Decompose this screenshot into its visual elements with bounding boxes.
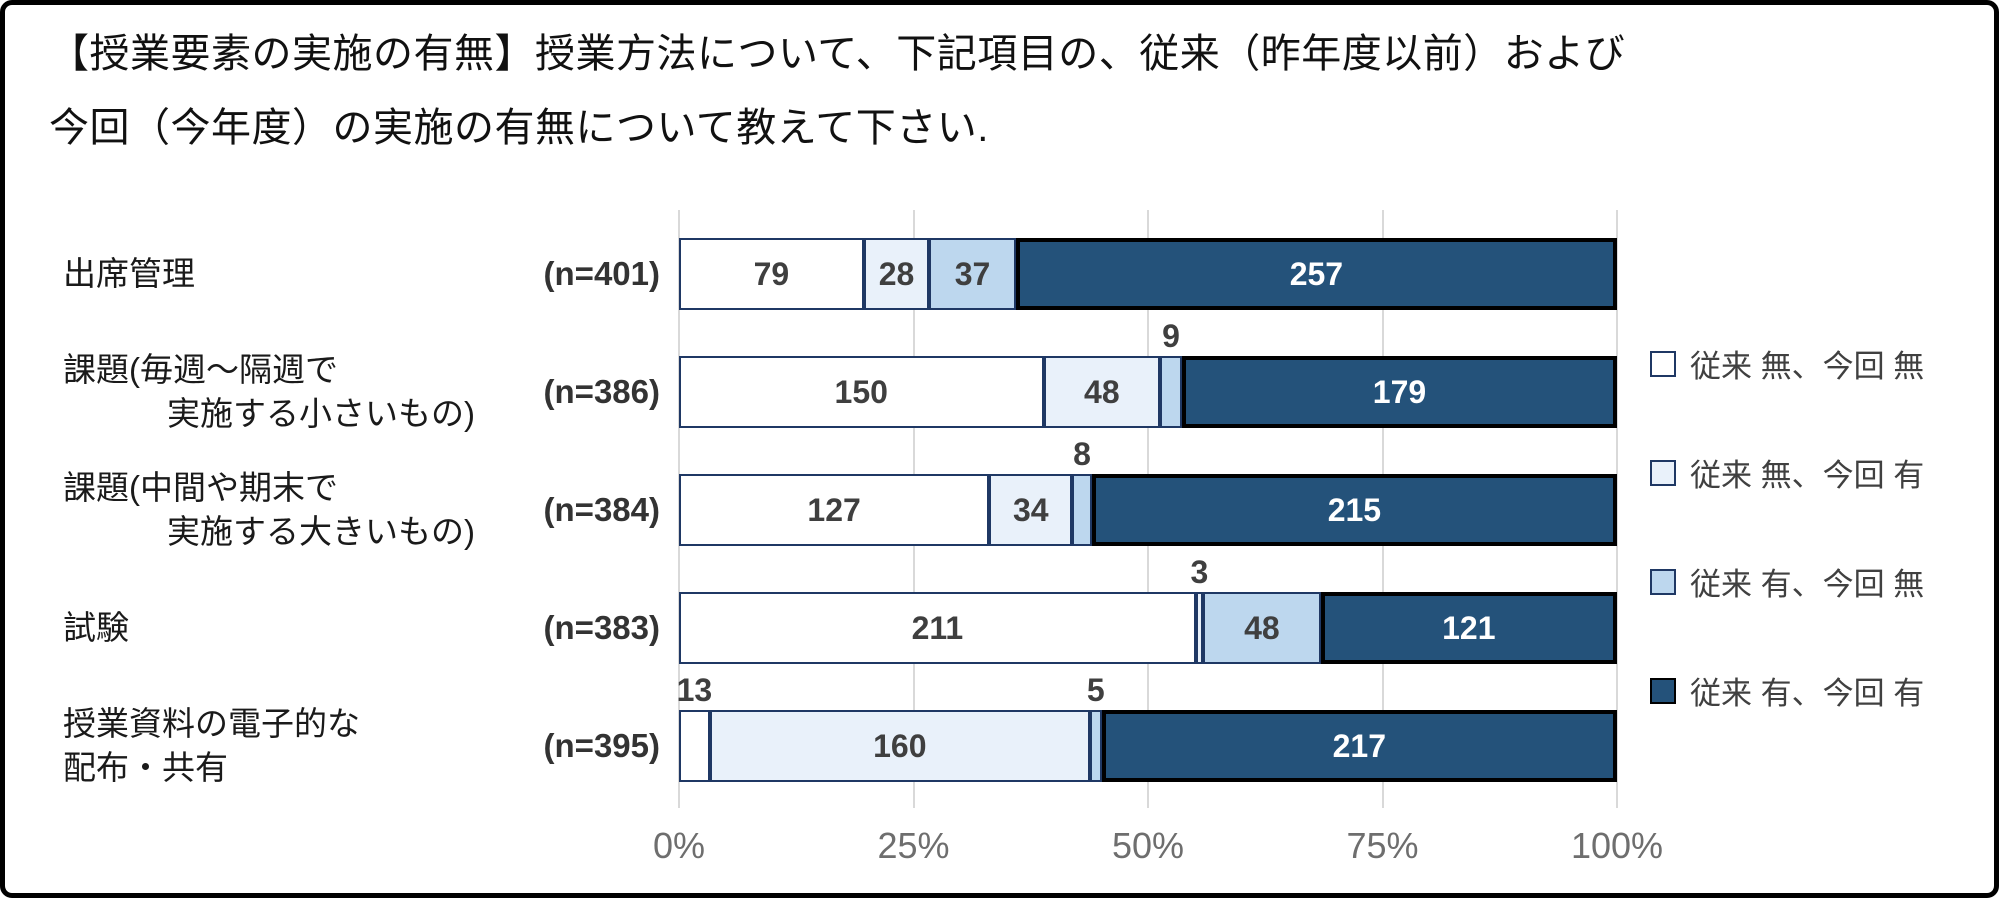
x-axis: 0% 25% 50% 75% 100%	[653, 825, 1663, 875]
bar-track: 127 34 8 215	[679, 438, 1617, 546]
legend-swatch-icon	[1650, 677, 1676, 704]
legend-label: 従来 無、今回 有	[1690, 458, 1925, 493]
bar-segment	[1195, 592, 1204, 664]
bar-segment: 127	[679, 474, 990, 546]
category-label-line: 実施する小さいもの)	[167, 395, 475, 432]
bar-segment: 48	[1043, 356, 1161, 428]
bar-segment: 121	[1320, 592, 1617, 664]
bar-value-label: 160	[873, 728, 927, 764]
legend-item: 従来 有、今回 有	[1650, 668, 1924, 713]
bar-track: 150 48 9 179	[679, 320, 1617, 428]
bar-value-label-above: 3	[1190, 554, 1209, 590]
bar-segment: 28	[863, 238, 930, 310]
legend-label: 従来 無、今回 無	[1690, 349, 1925, 384]
category-label-line: 授業資料の電子的な	[63, 705, 360, 742]
legend-item: 従来 無、今回 有	[1650, 450, 1924, 495]
legend-item: 従来 無、今回 無	[1650, 341, 1924, 386]
bar-value-label-above: 13	[676, 672, 713, 708]
bar-value-label: 48	[1244, 610, 1280, 646]
sample-size-label: (n=383)	[543, 609, 660, 646]
category-label-line: 出席管理	[63, 255, 195, 292]
bar-segment	[1072, 474, 1092, 546]
bar-segment: 48	[1203, 592, 1321, 664]
chart-row: 課題(中間や期末で実施する大きいもの) (n=384) 127 34 8 215	[5, 438, 1994, 569]
chart-rows: 出席管理 (n=401) 79 28 37 257 課題(毎週～隔週で実施する小さいもの) (…	[5, 215, 1994, 805]
bar-segment: 211	[679, 592, 1196, 664]
category-label-line: 配布・共有	[63, 749, 228, 786]
category-label: 授業資料の電子的な 配布・共有	[63, 702, 360, 790]
category-label-line: 課題(中間や期末で	[63, 469, 338, 506]
chart-row: 出席管理 (n=401) 79 28 37 257	[5, 215, 1994, 333]
category-label: 課題(中間や期末で実施する大きいもの)	[63, 466, 475, 554]
bar-segment: 150	[679, 356, 1044, 428]
category-label-line: 課題(毎週～隔週で	[63, 351, 338, 388]
bar-value-label: 28	[878, 256, 915, 292]
legend-swatch-icon	[1650, 350, 1676, 377]
bar-segment	[1089, 710, 1102, 782]
bar-value-label: 211	[911, 610, 964, 646]
bar-value-label: 121	[1442, 610, 1496, 646]
bar-value-label: 34	[1012, 492, 1049, 528]
chart-title-line-1: 【授業要素の実施の有無】授業方法について、下記項目の、従来（昨年度以前）および	[49, 32, 1626, 76]
chart-title: 【授業要素の実施の有無】授業方法について、下記項目の、従来（昨年度以前）および …	[49, 17, 1959, 165]
bar-segment	[679, 710, 710, 782]
bar-value-label: 215	[1327, 492, 1382, 528]
chart-legend: 従来 無、今回 無従来 無、今回 有従来 有、今回 無従来 有、今回 有	[1650, 341, 1924, 713]
category-label: 出席管理	[63, 252, 195, 296]
bar-track: 211 3 48 121	[679, 556, 1617, 664]
bar-track: 13 160 5 217	[677, 674, 1617, 782]
bar-value-label: 37	[954, 256, 991, 292]
sample-size-label: (n=386)	[543, 373, 660, 410]
bar-value-label-above: 8	[1073, 436, 1091, 472]
bar-segment	[1160, 356, 1182, 428]
bar-segment: 215	[1091, 474, 1617, 546]
bar-track: 79 28 37 257	[679, 238, 1617, 310]
legend-swatch-icon	[1650, 568, 1676, 595]
category-label-line: 試験	[63, 609, 129, 646]
bar-segment: 34	[989, 474, 1073, 546]
bar-value-label: 127	[807, 492, 861, 528]
bar-segment: 217	[1101, 710, 1617, 782]
category-label: 課題(毎週～隔週で実施する小さいもの)	[63, 348, 475, 436]
chart-row: 試験 (n=383) 211 3 48 121	[5, 556, 1994, 687]
x-tick-label: 100%	[1570, 825, 1664, 866]
bar-segment: 79	[679, 238, 864, 310]
bar-value-label: 179	[1372, 374, 1427, 410]
gridline	[1616, 210, 1618, 808]
sample-size-label: (n=395)	[543, 727, 660, 764]
bar-value-label: 79	[753, 256, 790, 292]
sample-size-label: (n=401)	[543, 255, 660, 292]
bar-value-label-above: 5	[1086, 672, 1105, 708]
bar-segment: 160	[709, 710, 1090, 782]
bar-value-label: 257	[1289, 256, 1344, 292]
legend-label: 従来 有、今回 有	[1690, 676, 1925, 711]
bar-segment: 179	[1182, 356, 1617, 428]
category-label-line: 実施する大きいもの)	[167, 513, 475, 550]
x-tick-label: 50%	[1111, 825, 1185, 866]
bar-segment: 257	[1015, 238, 1617, 310]
sample-size-label: (n=384)	[543, 491, 660, 528]
chart-title-line-2: 今回（今年度）の実施の有無について教えて下さい.	[49, 106, 989, 150]
bar-value-label-above: 9	[1162, 318, 1180, 354]
bar-value-label: 48	[1084, 374, 1120, 410]
chart-row: 課題(毎週～隔週で実施する小さいもの) (n=386) 150 48 9 179	[5, 320, 1994, 451]
legend-label: 従来 有、今回 無	[1690, 567, 1925, 602]
legend-swatch-icon	[1650, 459, 1676, 486]
chart-row: 授業資料の電子的な 配布・共有 (n=395) 13 160 5 217	[5, 674, 1994, 805]
legend-item: 従来 有、今回 無	[1650, 559, 1924, 604]
bar-value-label: 150	[834, 374, 888, 410]
x-tick-label: 0%	[652, 825, 706, 866]
category-label: 試験	[63, 606, 129, 650]
bar-value-label: 217	[1332, 728, 1386, 764]
x-tick-label: 25%	[877, 825, 950, 866]
x-tick-label: 75%	[1346, 825, 1419, 866]
bar-segment: 37	[929, 238, 1016, 310]
